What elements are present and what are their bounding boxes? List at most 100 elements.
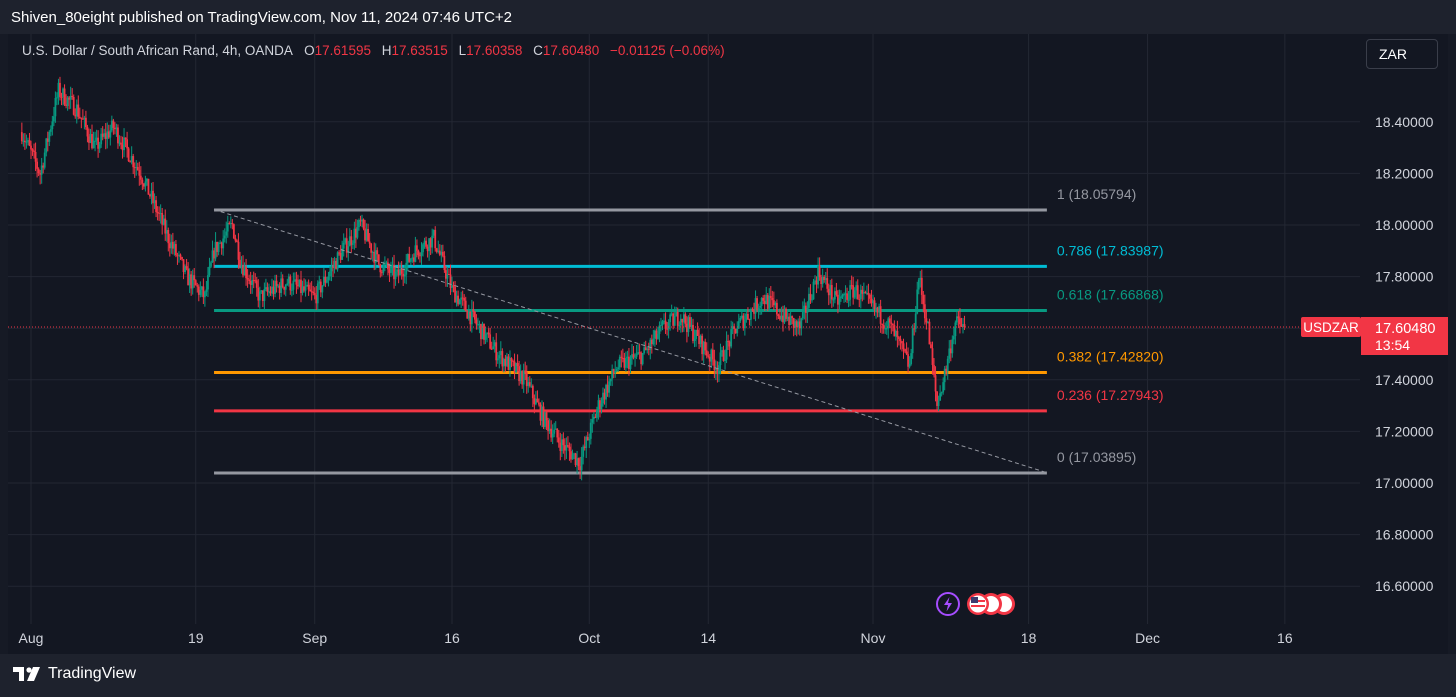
event-markers[interactable]: [936, 592, 1015, 616]
candle-body: [98, 144, 101, 149]
candle-body: [477, 324, 479, 326]
candle-body: [495, 342, 498, 361]
candle-body: [718, 365, 720, 375]
candle-body: [875, 307, 877, 310]
candle-body: [583, 446, 586, 448]
trend-line-segment[interactable]: [213, 209, 1048, 474]
candle-body: [762, 297, 765, 301]
candle-body: [103, 133, 106, 137]
candle-body: [388, 269, 391, 273]
candle-body: [538, 402, 540, 405]
candle-body: [783, 308, 786, 323]
candle-body: [809, 293, 812, 301]
candle-body: [652, 338, 655, 345]
candle-body: [682, 314, 685, 323]
candle-body: [563, 445, 566, 451]
candle-body: [54, 98, 57, 117]
candle-body: [112, 120, 115, 128]
time-tick-label: Sep: [302, 630, 327, 646]
candle-body: [339, 252, 342, 260]
candle-body: [536, 398, 539, 403]
candle-body: [391, 264, 394, 266]
tradingview-logo-icon: [13, 667, 40, 681]
time-tick-label: Dec: [1135, 630, 1160, 646]
candle-body: [63, 88, 66, 105]
candle-body: [444, 270, 447, 279]
candle-body: [37, 168, 40, 173]
candle-body: [246, 277, 249, 280]
fib-level-label: 0 (17.03895): [1057, 449, 1136, 465]
candle-body: [229, 223, 232, 225]
candle-body: [678, 325, 681, 327]
candle-body: [835, 291, 838, 295]
candle-body: [284, 284, 287, 290]
candle-body: [493, 342, 496, 347]
candle-body: [766, 294, 769, 309]
candle-body: [946, 358, 949, 371]
candle-body: [562, 439, 565, 446]
candle-body: [571, 454, 574, 460]
candle-body: [95, 137, 98, 141]
us-flag-event-icon[interactable]: [967, 593, 1015, 615]
candle-body: [808, 293, 810, 308]
lightning-event-icon[interactable]: [936, 592, 960, 616]
candle-body: [164, 218, 167, 234]
candle-body: [185, 266, 188, 269]
candle-body: [110, 120, 113, 131]
candle-body: [432, 229, 435, 236]
candle-body: [109, 130, 112, 138]
candle-body: [524, 370, 527, 373]
candle-body: [362, 219, 365, 229]
candle-body: [801, 310, 804, 319]
candle-body: [861, 289, 864, 294]
candle-body: [617, 367, 620, 370]
candle-body: [376, 250, 379, 255]
currency-button[interactable]: ZAR: [1366, 39, 1438, 69]
candle-body: [74, 114, 77, 117]
candle-body: [859, 289, 862, 300]
candle-body: [43, 152, 46, 168]
candle-body: [856, 285, 859, 299]
candle-body: [515, 363, 517, 373]
candle-body: [234, 238, 237, 241]
candle-body: [657, 333, 659, 339]
candle-body: [669, 314, 672, 323]
candle-body: [318, 281, 321, 284]
candle-body: [25, 141, 28, 143]
time-axis[interactable]: Aug 19 Sep 16 Oct 14 Nov 18 Dec 16: [19, 630, 1293, 646]
candle-body: [370, 243, 373, 253]
candle-body: [591, 419, 594, 423]
price-chart[interactable]: 1 (18.05794) 0.786 (17.83987) 0.618 (17.66…: [8, 34, 1448, 654]
candle-body: [396, 269, 398, 272]
candle-body: [149, 194, 151, 197]
open-label: O: [304, 43, 315, 58]
candle-body: [249, 280, 252, 285]
candle-body: [400, 268, 403, 274]
last-price-tag: USDZAR 17.60480 13:54: [1301, 317, 1448, 355]
candle-body: [621, 357, 624, 359]
candle-body: [194, 280, 197, 286]
change-value: −0.01125 (−0.06%): [609, 43, 725, 58]
candle-body: [692, 324, 694, 341]
fibonacci-retracement[interactable]: 1 (18.05794) 0.786 (17.83987) 0.618 (17.66…: [214, 186, 1164, 475]
candle-body: [123, 137, 125, 151]
candle-body: [387, 262, 389, 270]
tradingview-brand[interactable]: TradingView: [12, 665, 136, 683]
candle-body: [153, 200, 156, 204]
candle-body: [725, 340, 728, 360]
candle-body: [220, 242, 223, 249]
candle-body: [481, 323, 484, 340]
candle-body: [893, 325, 896, 337]
candle-body: [568, 446, 571, 452]
candle-body: [383, 264, 386, 266]
candle-body: [585, 437, 588, 448]
candle-body: [208, 266, 211, 276]
candle-body: [878, 306, 881, 313]
candle-body: [487, 332, 490, 335]
candle-body: [222, 238, 225, 249]
candle-body: [933, 364, 935, 376]
candle-body: [672, 313, 675, 326]
candle-body: [437, 250, 440, 252]
trend-line[interactable]: [213, 209, 1048, 474]
candle-body: [359, 220, 362, 222]
